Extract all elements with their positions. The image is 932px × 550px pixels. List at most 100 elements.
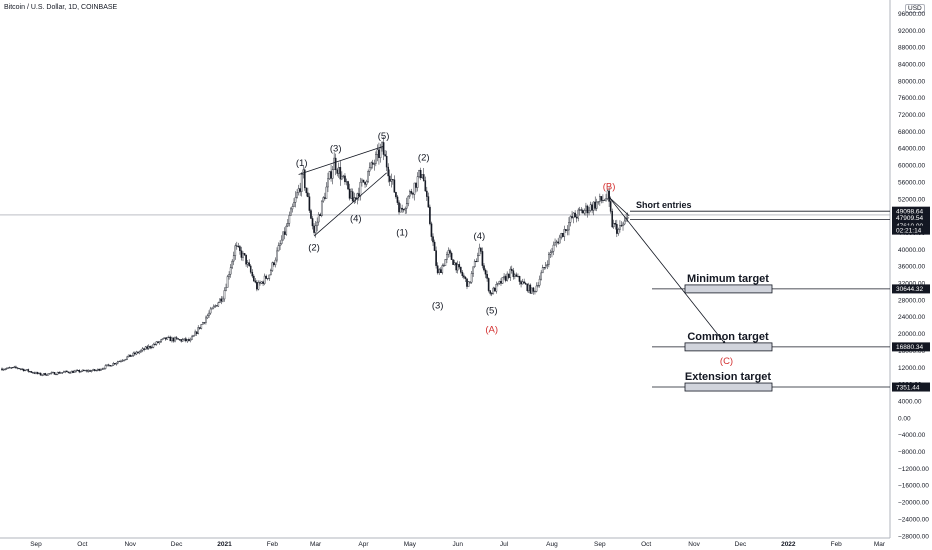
candle-body [532,287,535,292]
candle-body [373,163,376,165]
candle-body [575,216,578,219]
candle-body [90,370,93,372]
candle-body [498,281,501,284]
candle-body [183,338,186,340]
candle-body [518,276,521,282]
candle-body [132,352,135,356]
candle-body [351,191,354,202]
candle-body [600,196,603,201]
candle-body [277,245,280,252]
price-tag-label: 16880.34 [896,344,923,351]
candle-body [297,188,300,193]
candle-body [324,197,326,199]
candle-body [129,354,132,357]
candle-body [12,367,14,369]
candle-body [523,281,525,284]
candle-body [443,265,445,267]
candle-body [79,371,82,373]
candle-body [87,370,90,372]
candle-body [76,370,79,372]
candle-body [259,282,261,284]
y-tick-label: 68000.00 [898,129,925,136]
candle-body [342,175,345,177]
candle-body [591,204,593,211]
candle-body [605,198,607,201]
chart-title: Bitcoin / U.S. Dollar, 1D, COINBASE [4,4,118,11]
candle-body [7,367,9,369]
extension-target-label: Extension target [685,371,772,383]
candle-body [503,276,505,278]
y-tick-label: −8000.00 [898,449,926,456]
candle-body [409,191,411,197]
candles [1,136,629,377]
candle-body [390,179,393,182]
candle-body [232,255,235,262]
candle-body [260,281,263,284]
candle-body [507,273,510,278]
price-tag [892,213,930,223]
candle-body [185,338,187,342]
candle-body [371,162,374,165]
candle-body [69,372,71,374]
candle-body [127,354,130,358]
candle-body [333,157,335,170]
x-tick-label: Feb [267,541,279,548]
candle-body [44,373,47,376]
candle-body [480,247,482,252]
price-tag-label: 30644.32 [896,286,923,293]
candle-body [73,370,76,373]
candle-body [161,338,164,340]
candle-body [328,171,331,179]
candle-body [273,262,275,266]
candle-body [154,344,156,346]
currency-badge[interactable]: USD [905,4,925,13]
candle-body [495,283,498,292]
candle-body [186,339,189,342]
candle-body [418,170,420,177]
candle-body [282,231,284,241]
candle-body [568,222,570,231]
candle-body [1,368,3,371]
candle-body [46,374,48,376]
candle-body [486,274,488,279]
candle-body [294,196,297,203]
candle-body [410,191,413,194]
candle-body [572,212,575,218]
candle-body [231,260,233,268]
candle-body [175,337,178,339]
wave-label: (2) [418,153,430,164]
candle-body [350,191,352,199]
candle-body [246,262,249,265]
y-tick-label: 76000.00 [898,95,925,102]
candle-body [483,265,485,271]
candle-body [546,264,549,266]
candle-body [447,250,450,255]
candle-body [53,372,56,375]
x-tick-label: Nov [124,541,136,548]
candle-body [171,337,173,342]
candle-body [19,368,22,370]
candle-body [569,216,572,223]
candle-body [141,348,144,351]
candle-body [155,341,158,345]
candle-body [376,149,379,155]
candle-body [64,370,67,373]
candle-body [541,267,544,274]
candle-body [580,209,583,211]
candle-body [358,193,360,197]
candle-body [396,196,399,203]
candle-body [608,190,610,202]
candle-body [412,193,414,195]
candle-body [378,149,380,159]
y-tick-label: −20000.00 [898,500,929,507]
candle-body [197,327,200,334]
y-tick-label: −24000.00 [898,516,929,523]
candle-body [234,245,237,256]
candle-body [395,192,397,198]
candle-body [384,154,386,157]
x-tick-label: Aug [546,541,558,548]
candle-body [517,276,519,278]
candle-body [240,250,243,258]
candle-body [30,371,33,373]
